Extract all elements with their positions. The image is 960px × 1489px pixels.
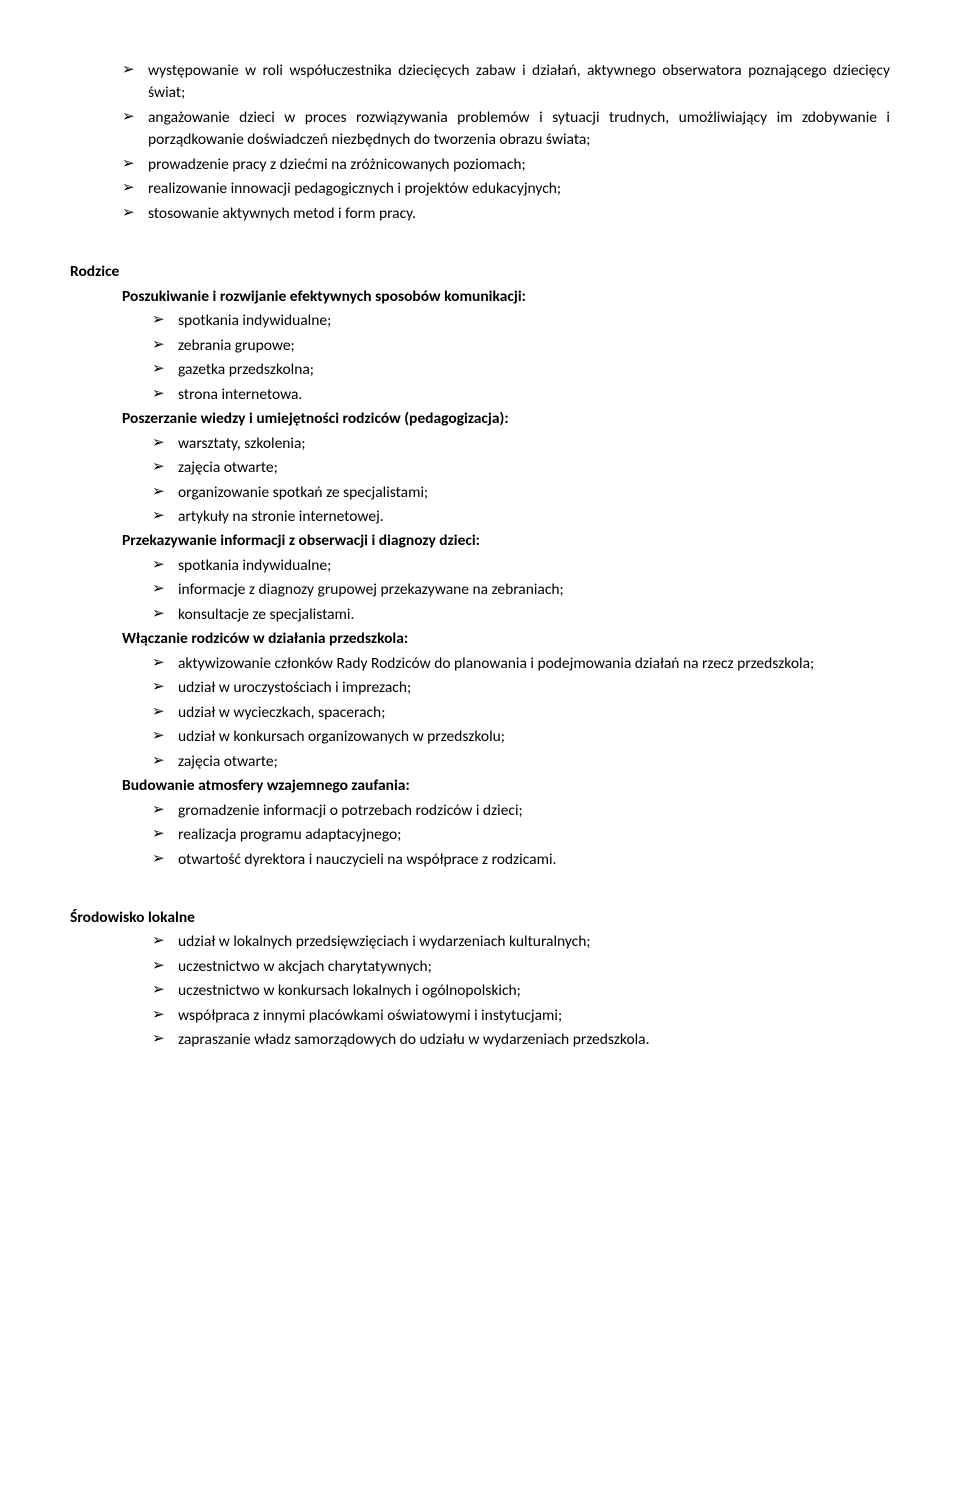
rodzice-list-0: spotkania indywidualne; zebrania grupowe… [70,310,890,406]
list-item: udział w wycieczkach, spacerach; [152,702,890,724]
list-item: występowanie w roli współuczestnika dzie… [122,60,890,105]
list-item: warsztaty, szkolenia; [152,433,890,455]
subsection-heading: Przekazywanie informacji z obserwacji i … [70,530,890,552]
rodzice-list-3: aktywizowanie członków Rady Rodziców do … [70,653,890,773]
list-item: gazetka przedszkolna; [152,359,890,381]
list-item: spotkania indywidualne; [152,310,890,332]
list-item: artykuły na stronie internetowej. [152,506,890,528]
list-item: konsultacje ze specjalistami. [152,604,890,626]
subsection-heading: Włączanie rodziców w działania przedszko… [70,628,890,650]
list-item: zajęcia otwarte; [152,457,890,479]
list-item: gromadzenie informacji o potrzebach rodz… [152,800,890,822]
section-title-srodowisko: Środowisko lokalne [70,907,890,929]
list-item: prowadzenie pracy z dziećmi na zróżnicow… [122,154,890,176]
list-item: uczestnictwo w konkursach lokalnych i og… [152,980,890,1002]
list-item: organizowanie spotkań ze specjalistami; [152,482,890,504]
subsection-heading: Poszukiwanie i rozwijanie efektywnych sp… [70,286,890,308]
rodzice-list-1: warsztaty, szkolenia; zajęcia otwarte; o… [70,433,890,529]
list-item: realizowanie innowacji pedagogicznych i … [122,178,890,200]
section-title-rodzice: Rodzice [70,261,890,283]
list-item: strona internetowa. [152,384,890,406]
rodzice-list-2: spotkania indywidualne; informacje z dia… [70,555,890,626]
list-item: otwartość dyrektora i nauczycieli na wsp… [152,849,890,871]
list-item: spotkania indywidualne; [152,555,890,577]
list-item: zapraszanie władz samorządowych do udzia… [152,1029,890,1051]
list-item: zajęcia otwarte; [152,751,890,773]
list-item: udział w konkursach organizowanych w prz… [152,726,890,748]
list-item: informacje z diagnozy grupowej przekazyw… [152,579,890,601]
list-item: udział w uroczystościach i imprezach; [152,677,890,699]
list-item: realizacja programu adaptacyjnego; [152,824,890,846]
list-item: udział w lokalnych przedsięwzięciach i w… [152,931,890,953]
list-item: angażowanie dzieci w proces rozwiązywani… [122,107,890,152]
rodzice-list-4: gromadzenie informacji o potrzebach rodz… [70,800,890,871]
list-item: stosowanie aktywnych metod i form pracy. [122,203,890,225]
subsection-heading: Budowanie atmosfery wzajemnego zaufania: [70,775,890,797]
list-item: aktywizowanie członków Rady Rodziców do … [152,653,890,675]
list-item: zebrania grupowe; [152,335,890,357]
intro-list: występowanie w roli współuczestnika dzie… [70,60,890,225]
subsection-heading: Poszerzanie wiedzy i umiejętności rodzic… [70,408,890,430]
list-item: uczestnictwo w akcjach charytatywnych; [152,956,890,978]
list-item: współpraca z innymi placówkami oświatowy… [152,1005,890,1027]
srodowisko-list: udział w lokalnych przedsięwzięciach i w… [70,931,890,1051]
